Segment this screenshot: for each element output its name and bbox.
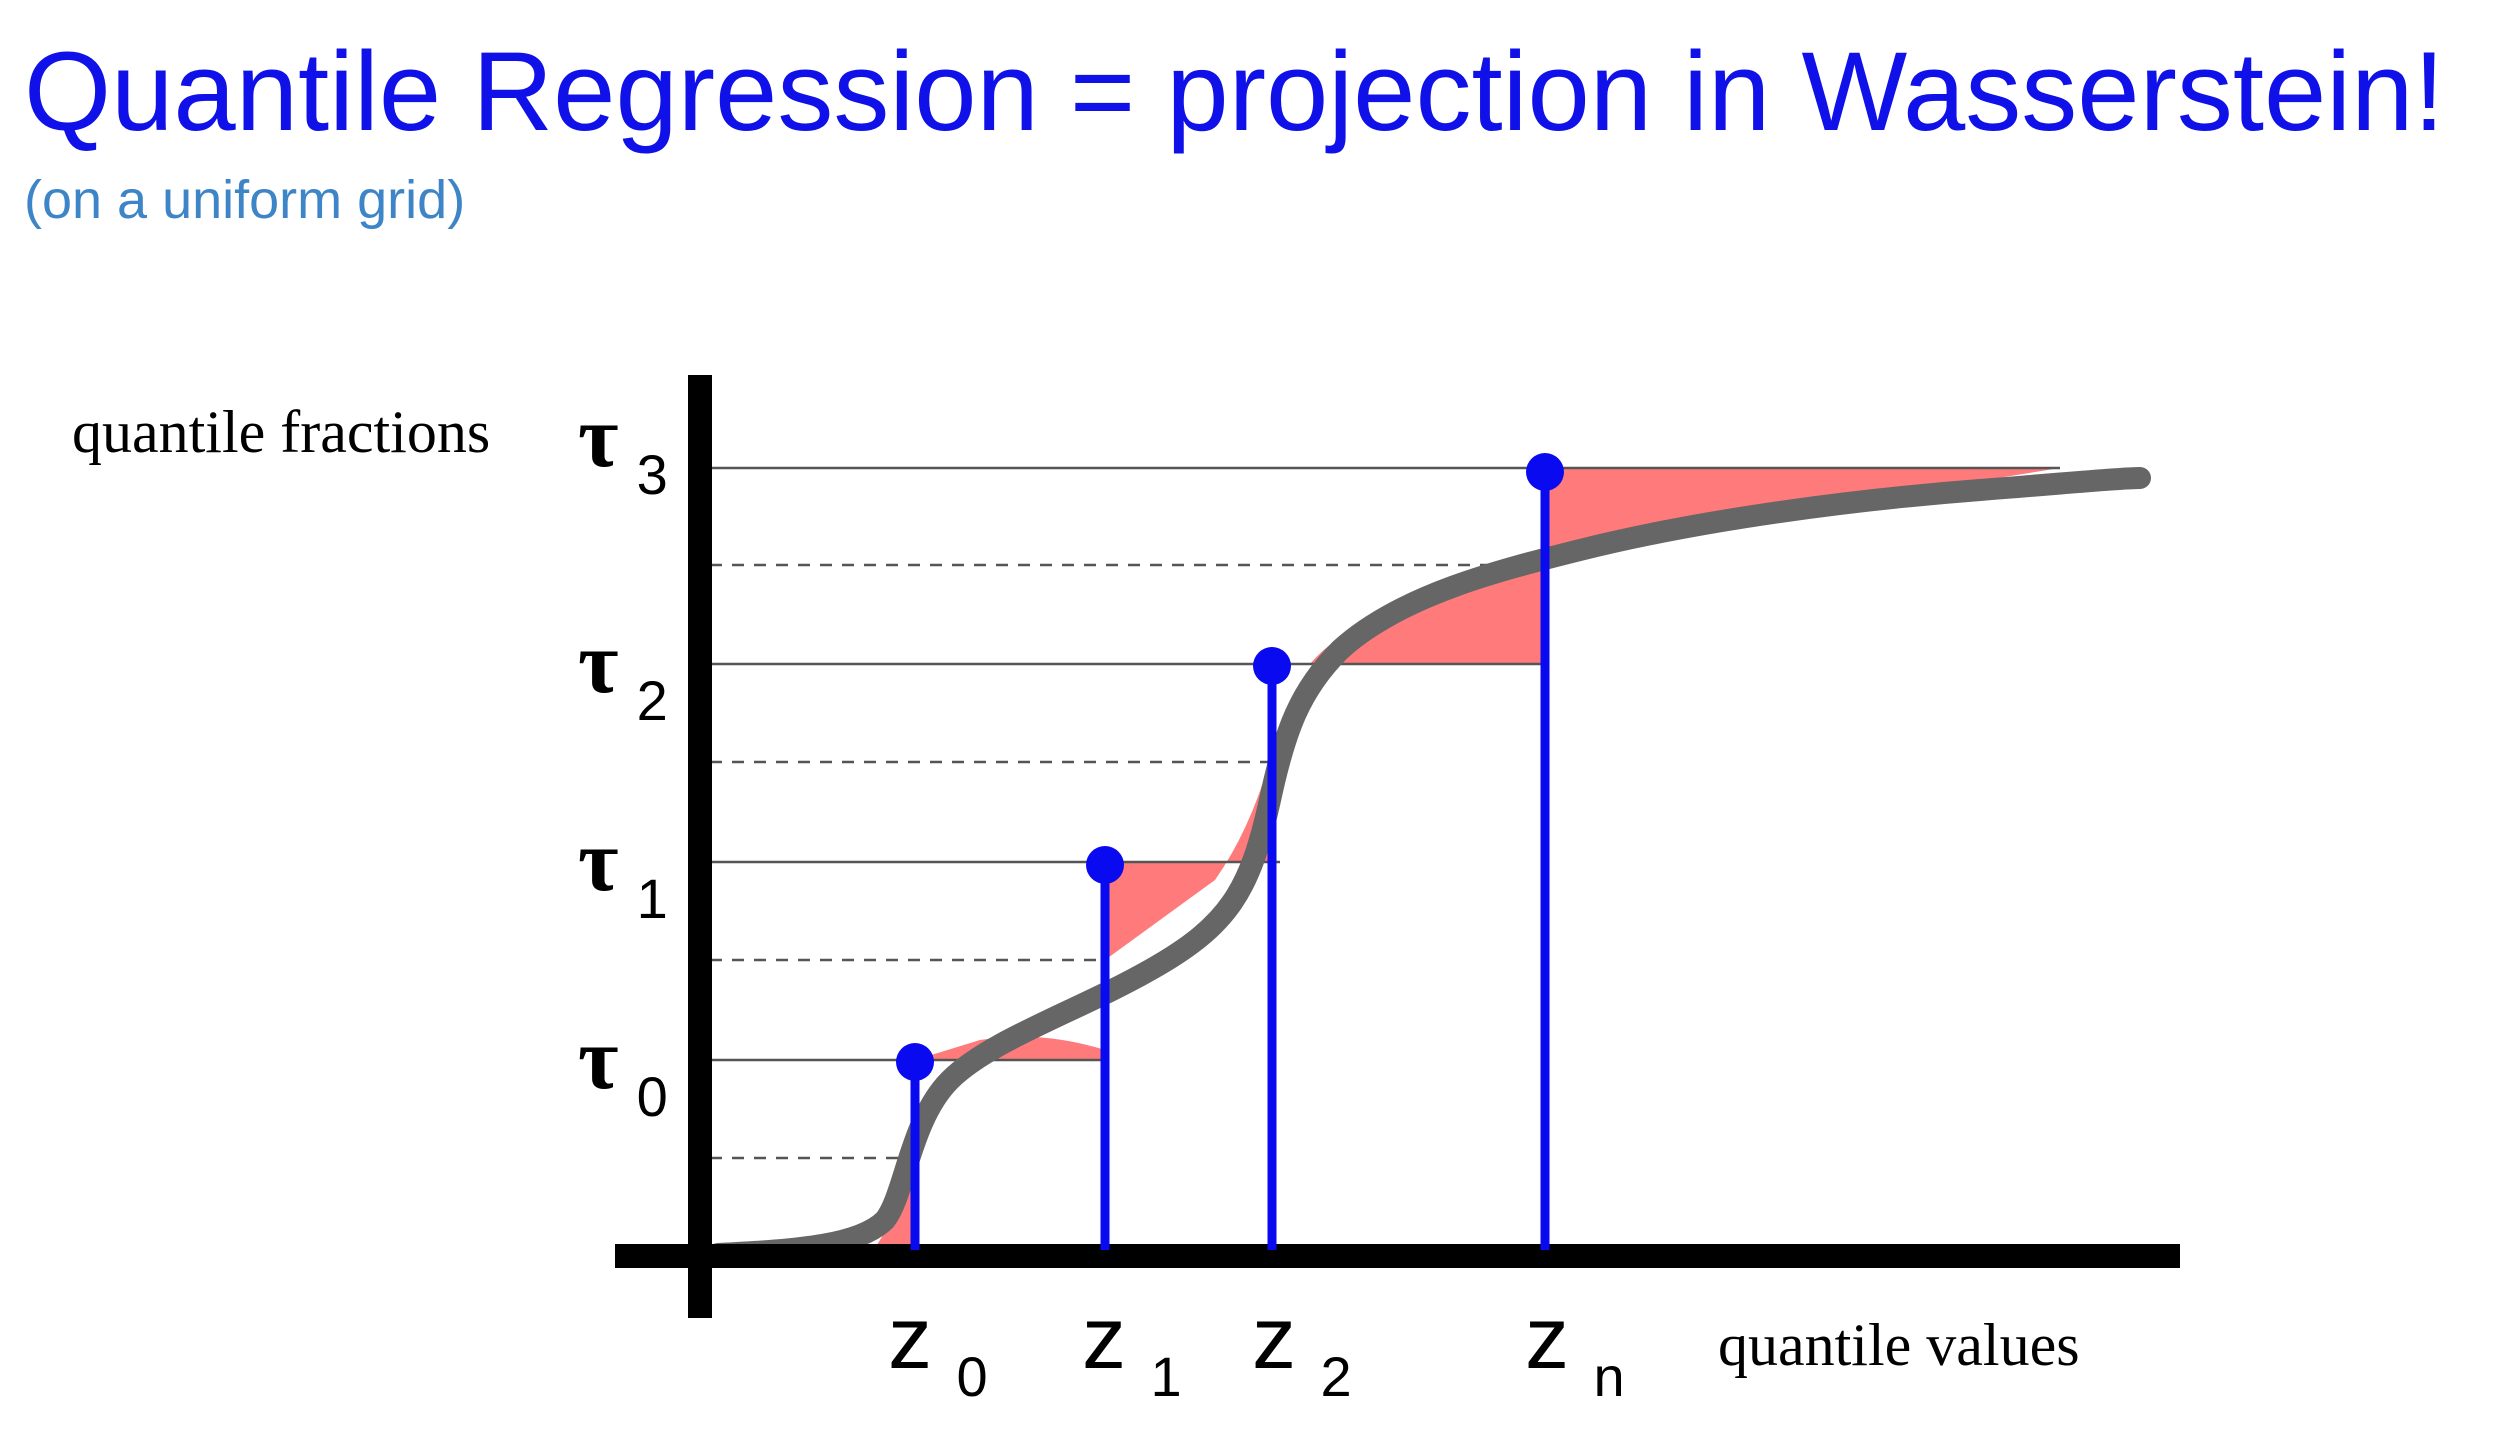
y-axis-label: quantile fractions: [72, 399, 490, 465]
tau-label-0-base: τ: [578, 1011, 619, 1108]
z-label-1-base: z: [1082, 1288, 1126, 1387]
stem-dot-z0: [896, 1043, 934, 1081]
tau-label-2: τ 2: [578, 615, 668, 732]
cdf-curve: [707, 467, 2151, 1265]
z-label-n-sub: n: [1593, 1345, 1624, 1408]
z-label-2-base: z: [1252, 1288, 1296, 1387]
error-region-1: [1105, 760, 1270, 960]
z-label-1-sub: 1: [1150, 1345, 1181, 1408]
axes: [615, 375, 2180, 1318]
tau-label-1: τ 1: [578, 813, 668, 930]
error-region-0: [870, 1150, 915, 1255]
tau-label-2-base: τ: [578, 615, 619, 712]
tau-label-1-base: τ: [578, 813, 619, 910]
tau-label-3-sub: 3: [637, 443, 668, 506]
z-labels: z 0 z 1 z 2 z n: [888, 1288, 1625, 1408]
tau-label-0-sub: 0: [637, 1065, 668, 1128]
tau-label-3: τ 3: [578, 389, 668, 506]
tau-label-3-base: τ: [578, 389, 619, 486]
tau-label-0: τ 0: [578, 1011, 668, 1128]
z-label-0-sub: 0: [956, 1345, 987, 1408]
z-label-1: z 1: [1082, 1288, 1182, 1408]
z-label-n-base: z: [1525, 1288, 1569, 1387]
stem-dot-zn: [1526, 453, 1564, 491]
tau-label-1-sub: 1: [637, 867, 668, 930]
tau-solid-lines: [710, 466, 2060, 1062]
z-label-2-sub: 2: [1320, 1345, 1351, 1408]
page-subtitle: (on a uniform grid): [24, 170, 466, 230]
midpoint-dashed-lines: [710, 563, 1545, 1160]
z-label-n: z n: [1525, 1288, 1625, 1408]
x-axis-label: quantile values: [1718, 1312, 2080, 1378]
quantile-stems: [896, 453, 1564, 1250]
tau-labels: τ 0 τ 1 τ 2 τ 3: [578, 389, 668, 1128]
page-title: Quantile Regression = projection in Wass…: [24, 29, 2445, 154]
z-label-2: z 2: [1252, 1288, 1352, 1408]
stem-dot-z1: [1086, 846, 1124, 884]
stem-dot-z2: [1253, 647, 1291, 685]
z-label-0-base: z: [888, 1288, 932, 1387]
tau-label-2-sub: 2: [637, 669, 668, 732]
z-label-0: z 0: [888, 1288, 988, 1408]
